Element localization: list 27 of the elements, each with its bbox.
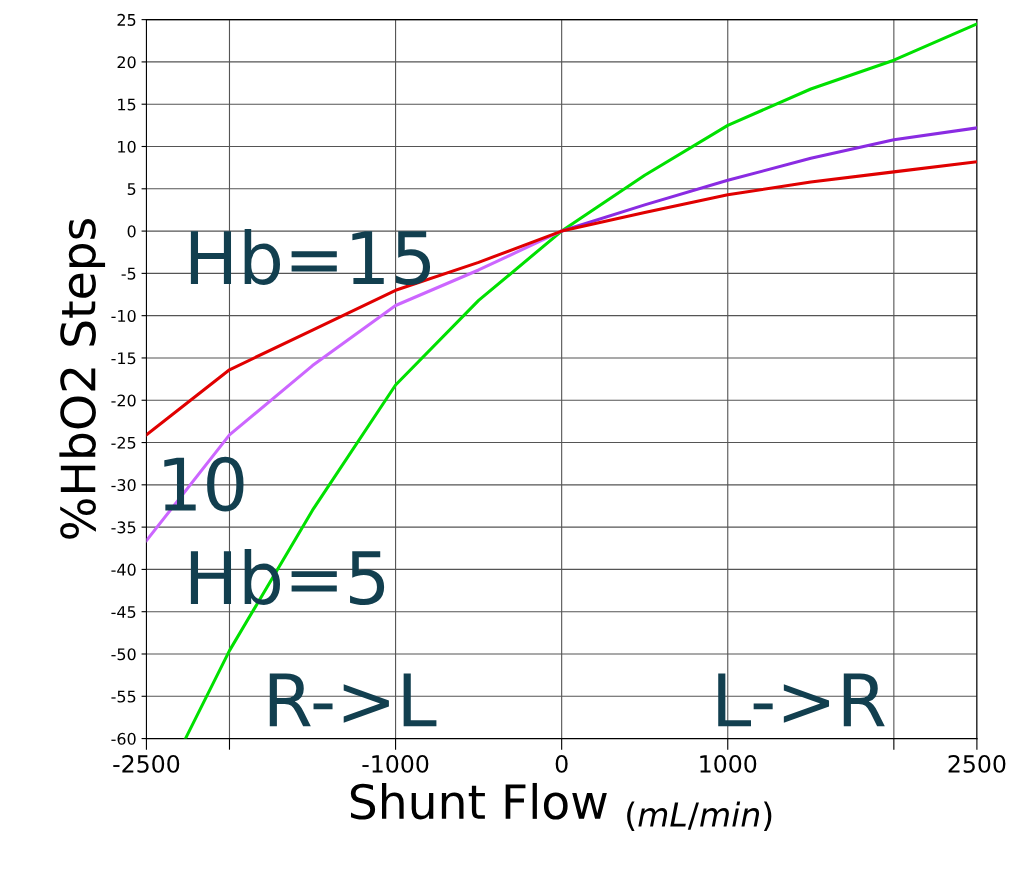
y-tick-label: -45 — [111, 606, 136, 618]
y-tick-label: -55 — [111, 690, 136, 703]
y-tick-label: 5 — [127, 183, 136, 196]
y-tick-label: -60 — [111, 732, 136, 745]
line-series — [146, 229, 564, 543]
x-axis-title: Shunt Flow $_{(mL/min)}$ — [350, 782, 772, 831]
y-tick-label: -50 — [111, 648, 136, 661]
y-tick-label: 25 — [117, 13, 136, 26]
y-tick-label: -35 — [111, 521, 136, 534]
y-tick-label: -25 — [111, 436, 136, 449]
x-tick-label: -2500 — [113, 754, 180, 773]
y-tick-label: -30 — [111, 479, 136, 492]
y-tick-label: -15 — [111, 352, 136, 365]
x-tick-label: -1000 — [362, 754, 429, 773]
x-tick-label: 2500 — [948, 754, 1006, 773]
y-tick-label: -10 — [111, 309, 136, 322]
y-tick-label: 15 — [118, 98, 136, 111]
y-tick-label: 20 — [117, 56, 136, 69]
line-series — [146, 160, 977, 437]
y-tick-label: 10 — [118, 140, 136, 153]
y-tick-label: 0 — [127, 225, 136, 238]
x-tick-label: 0 — [555, 754, 568, 773]
y-tick-label: -40 — [111, 563, 136, 576]
y-tick-label: -5 — [121, 267, 136, 280]
x-tick-label: 1000 — [700, 754, 757, 773]
y-tick-label: -20 — [111, 394, 136, 407]
y-axis-title: %HbO2 Steps — [59, 219, 106, 539]
